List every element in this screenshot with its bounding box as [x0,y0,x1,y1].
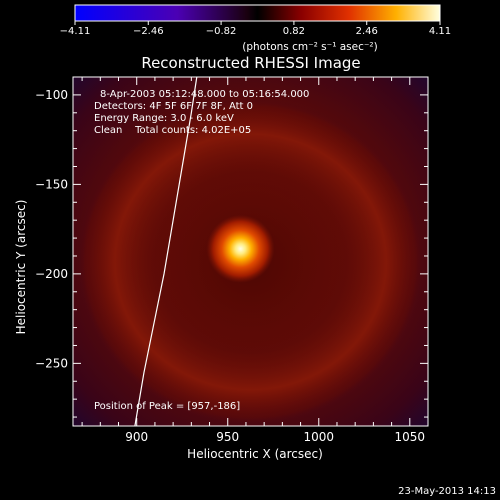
axes: 900 950 1000 1050 −100 −150 −200 −250 [35,76,428,444]
y-axis-label: Heliocentric Y (arcsec) [14,200,28,335]
x-axis-label: Heliocentric X (arcsec) [187,447,323,461]
x-tick-label: 950 [216,430,239,444]
solar-limb-line [134,77,198,426]
colorbar-tick-label: 0.82 [283,26,305,37]
annotation-detectors: Detectors: 4F 5F 6F 7F 8F, Att 0 [94,101,253,112]
colorbar-tick-label: −0.82 [206,26,237,37]
y-tick-label: −200 [35,267,68,281]
colorbar-tick-label: 4.11 [429,26,451,37]
annotation-clean-counts: Clean Total counts: 4.02E+05 [94,125,251,136]
peak-source [206,214,275,283]
colorbar-ticks: −4.11 −2.46 −0.82 0.82 2.46 4.11 [60,21,451,37]
colorbar-gradient [74,4,441,22]
colorbar: −4.11 −2.46 −0.82 0.82 2.46 4.11 (photons cm⁻… [60,4,451,53]
colorbar-unit-label: (photons cm⁻² s⁻¹ asec⁻²) [242,41,377,53]
timestamp: 23-May-2013 14:13 [398,486,496,497]
colorbar-tick-label: −4.11 [60,26,91,37]
plot-frame [72,76,429,427]
x-tick-label: 900 [125,430,148,444]
x-tick-label: 1050 [395,430,426,444]
image-area [73,77,428,426]
annotation-time-range: 8-Apr-2003 05:12:48.000 to 05:16:54.000 [100,89,309,100]
y-tick-label: −150 [35,177,68,191]
y-tick-label: −100 [35,88,68,102]
colorbar-tick-label: 2.46 [356,26,378,37]
chart-title: Reconstructed RHESSI Image [141,54,360,72]
y-tick-label: −250 [35,356,68,370]
annotation-peak-position: Position of Peak = [957,-186] [94,401,240,412]
x-tick-label: 1000 [303,430,334,444]
colorbar-tick-label: −2.46 [133,26,164,37]
annotation-energy-range: Energy Range: 3.0 - 6.0 keV [94,113,234,124]
